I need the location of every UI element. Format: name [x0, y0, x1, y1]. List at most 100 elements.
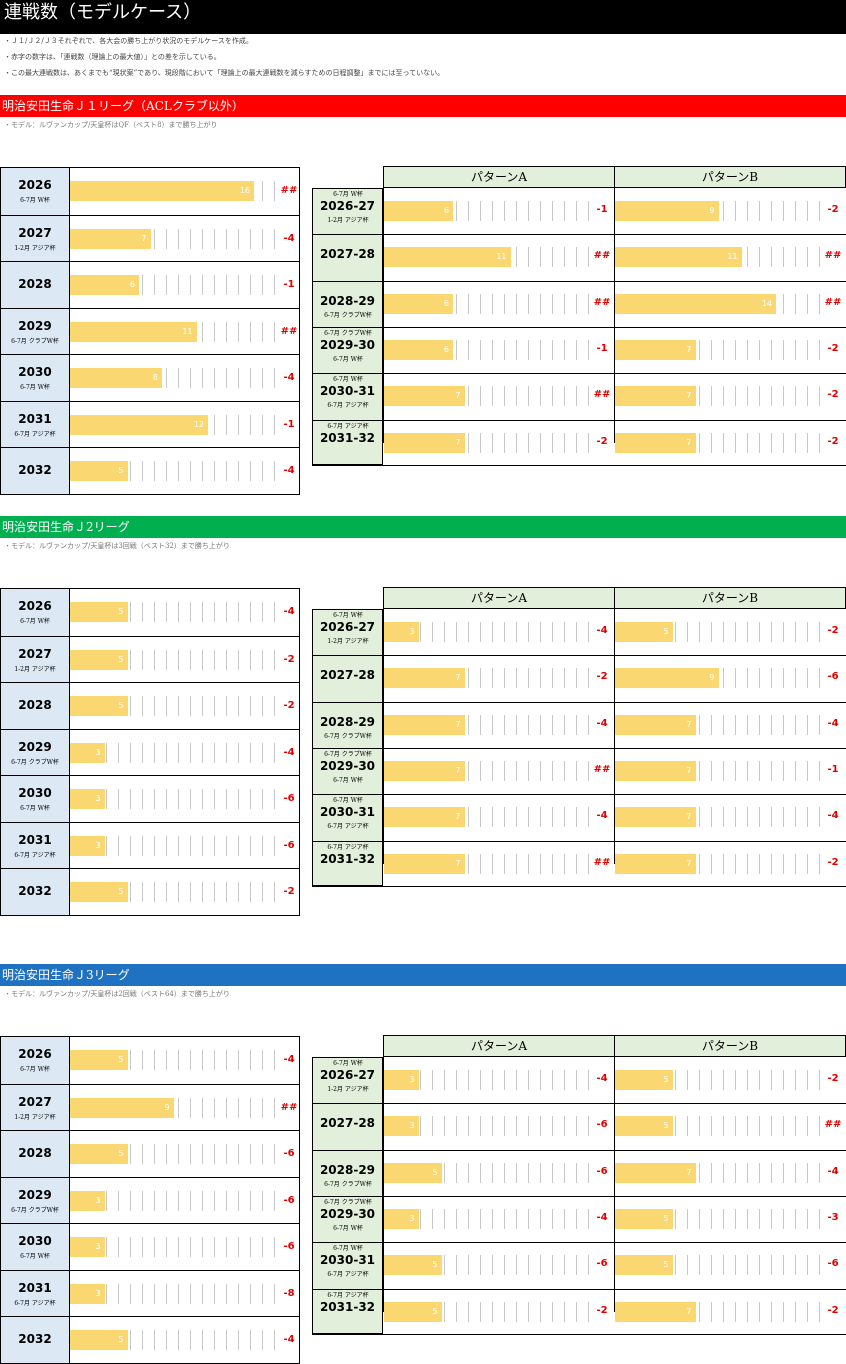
bar-tick [675, 1255, 687, 1276]
bar-tick [130, 1190, 142, 1211]
season-label: 2028-29 [319, 1162, 376, 1177]
bar-tick [516, 668, 528, 689]
bar-tick [699, 1070, 711, 1090]
pattern-b-bar-value: 7 [686, 858, 692, 868]
bar-tick [238, 275, 250, 295]
bar-tick [699, 1301, 711, 1322]
bar-tick [214, 461, 226, 481]
bar-tick [214, 275, 226, 295]
pattern-a-bar-fill [384, 714, 465, 735]
count-bar-fill [70, 1097, 174, 1118]
bar-tick [226, 742, 238, 763]
bar-tick [154, 882, 166, 902]
bar-tick [142, 1144, 154, 1164]
bar-tick [190, 228, 202, 249]
bar-tick [492, 807, 504, 828]
bar-tick [552, 807, 564, 828]
pattern-b-diff: -2 [827, 856, 839, 868]
bar-tick [795, 432, 807, 453]
bar-tick [214, 1144, 226, 1164]
bar-tick [711, 760, 723, 781]
year-label: 2032 [18, 1332, 52, 1346]
bar-tick [504, 201, 516, 221]
bar-tick [480, 1116, 492, 1137]
bar-tick [468, 1208, 480, 1229]
bar-tick [166, 696, 178, 716]
bar-tick [154, 1050, 166, 1070]
bar-tick [202, 835, 214, 856]
bar-tick [190, 696, 202, 716]
bar-tick [552, 622, 564, 642]
bar-tick [564, 1070, 576, 1090]
pattern-a-bar-track: 7 [384, 807, 592, 828]
season-row-divider [383, 1242, 846, 1244]
bar-tick [576, 247, 588, 268]
count-bar-value: 5 [118, 887, 124, 896]
bar-tick [178, 602, 190, 622]
bar-tick [504, 760, 516, 781]
bar-tick [747, 386, 759, 407]
bar-tick [759, 1162, 771, 1183]
bar-tick [492, 1070, 504, 1090]
year-label: 2029 [18, 739, 52, 754]
bar-tick [190, 1097, 202, 1118]
season-column [312, 188, 383, 465]
pattern-a-bar-track: 5 [384, 1162, 592, 1183]
bar-tick [274, 275, 286, 295]
bar-tick [528, 668, 540, 689]
bar-tick [166, 1050, 178, 1070]
pattern-divider [614, 188, 615, 443]
bar-tick [783, 1116, 795, 1137]
pattern-b-bar-value: 5 [663, 1260, 669, 1270]
bar-tick [588, 432, 600, 453]
bar-tick [723, 386, 735, 407]
count-bar-value: 3 [95, 1242, 101, 1251]
year-row: 2027 1-2月 アジア杯 9 ## [1, 1083, 299, 1132]
bar-tick [735, 714, 747, 735]
bar-tick [492, 760, 504, 781]
bar-tick [504, 432, 516, 453]
pattern-a-bar-track: 6 [384, 293, 592, 314]
bar-tick [142, 461, 154, 481]
count-bar-track: 5 [70, 461, 278, 481]
pattern-a-bar-track: 7 [384, 386, 592, 407]
pattern-b-diff: -2 [827, 389, 839, 401]
bar-tick [214, 835, 226, 856]
yearly-table: 2026 6-7月 W杯 5 -4 2027 1-2月 アジア杯 5 -2 2028 5 -2 202… [0, 588, 300, 916]
bar-tick [214, 1237, 226, 1257]
count-bar-track: 3 [70, 742, 278, 763]
bar-tick [675, 1116, 687, 1137]
season-label: 2028-29 [319, 293, 376, 308]
bar-tick [516, 853, 528, 874]
year-sublabel: 6-7月 W杯 [20, 1253, 50, 1260]
bar-tick [178, 1144, 190, 1164]
bar-tick [444, 1255, 456, 1276]
season-row-divider [383, 747, 846, 749]
bar-tick [154, 461, 166, 481]
bar-tick [274, 1144, 286, 1164]
bar-tick [783, 668, 795, 689]
season-label: 2026-27 [319, 199, 376, 213]
bar-tick [178, 1190, 190, 1211]
bar-tick [723, 1208, 735, 1229]
bar-tick [142, 649, 154, 670]
count-bar-track: 7 [70, 228, 278, 249]
bar-tick [771, 760, 783, 781]
bar-tick [444, 1208, 456, 1229]
bar-tick [771, 714, 783, 735]
bar-tick [178, 1330, 190, 1350]
bar-tick [178, 1097, 190, 1118]
bar-tick [492, 339, 504, 360]
bar-tick [142, 1330, 154, 1350]
bar-tick [202, 228, 214, 249]
bar-tick [711, 1116, 723, 1137]
bar-tick [214, 649, 226, 670]
bar-tick [576, 1070, 588, 1090]
bar-tick [226, 789, 238, 809]
bar-tick [783, 293, 795, 314]
year-row: 2027 1-2月 アジア杯 7 -4 [1, 214, 299, 263]
bar-tick [250, 1237, 262, 1257]
year-row: 2030 6-7月 W杯 3 -6 [1, 1223, 299, 1271]
bar-tick [747, 714, 759, 735]
bar-tick [480, 1255, 492, 1276]
